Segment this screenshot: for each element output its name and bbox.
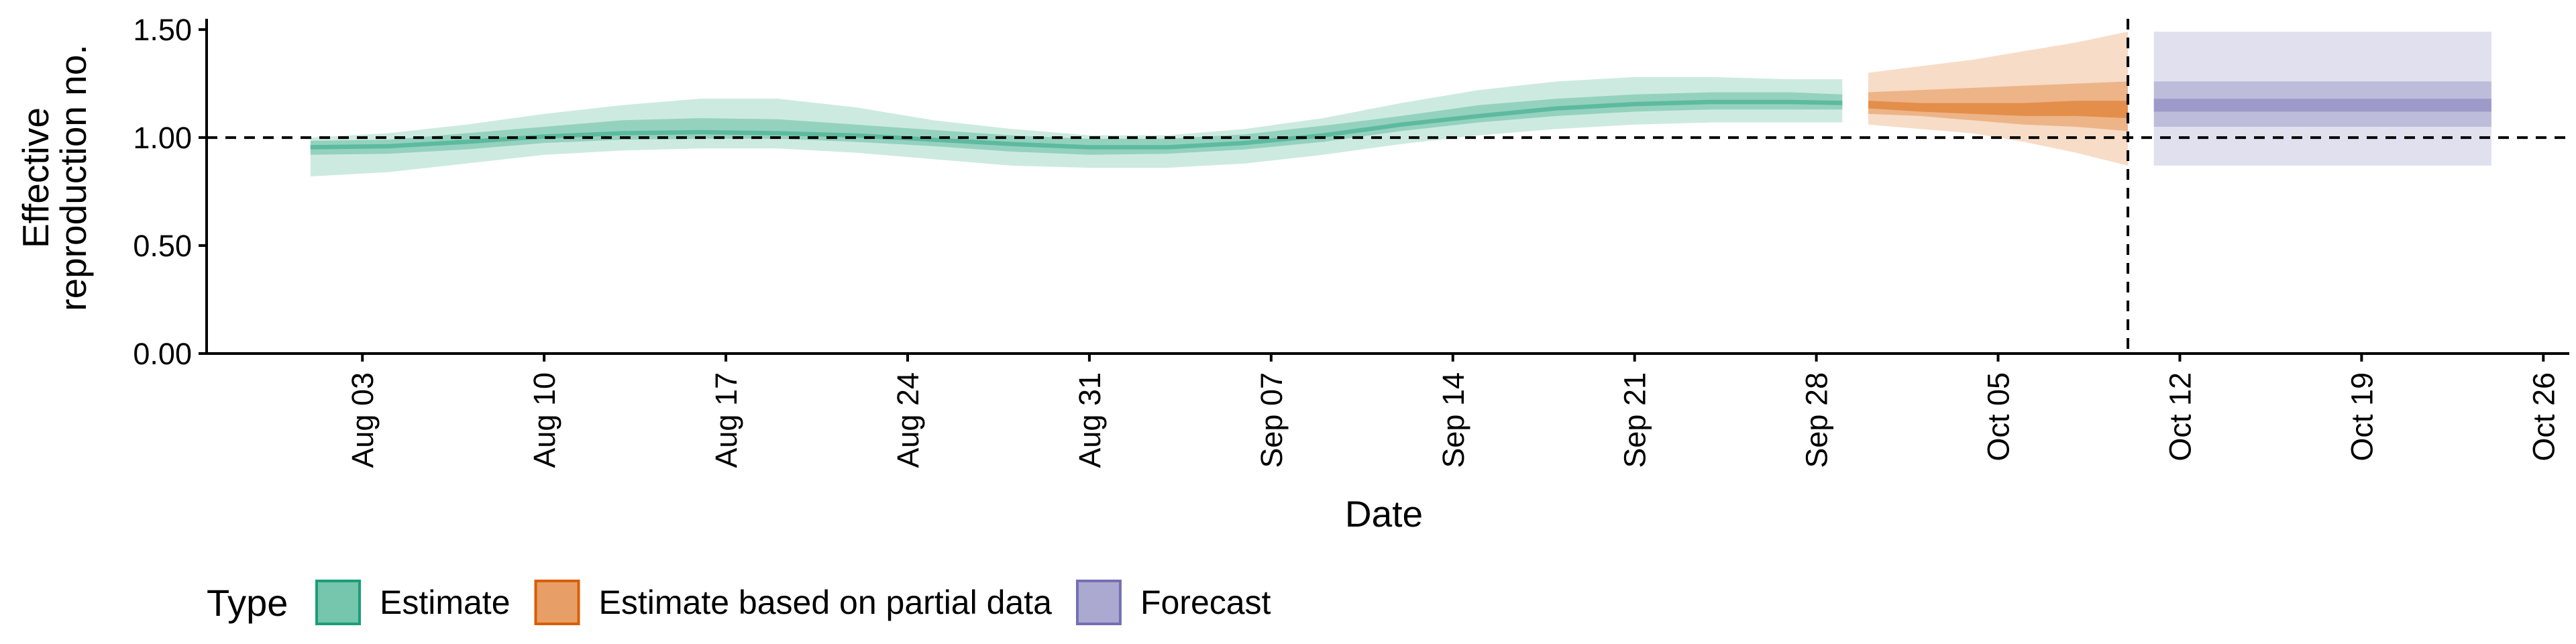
x-axis-title: Date (1345, 493, 1423, 535)
x-tick-label: Aug 17 (709, 372, 743, 468)
y-axis-title-line-1: Effective (15, 107, 56, 248)
band-estimate-based-on-partial-data-20 (1868, 101, 2128, 119)
band-estimate-90 (310, 76, 1843, 177)
band-forecast-90 (2153, 32, 2491, 166)
legend-key (1075, 580, 1122, 625)
legend-item-estimate: Estimate (315, 580, 511, 625)
y-tick-label: 1.50 (133, 13, 192, 47)
legend: Type Estimate Estimate based on partial d… (207, 580, 1271, 625)
axes (205, 19, 2569, 355)
y-axis-title-line-2: reproduction no. (52, 44, 94, 311)
x-tick-label: Sep 14 (1436, 372, 1470, 468)
x-tick-label: Oct 26 (2526, 372, 2561, 462)
x-tick-label: Aug 31 (1073, 372, 1107, 468)
x-tick-label: Aug 10 (527, 372, 561, 468)
band-forecast-50 (2153, 81, 2491, 127)
x-tick-label: Aug 24 (891, 372, 925, 468)
band-estimate-20 (310, 99, 1843, 150)
x-tick-label: Sep 07 (1254, 372, 1289, 468)
x-tick-label: Sep 28 (1800, 372, 1834, 468)
legend-label: Estimate (380, 584, 511, 621)
legend-label: Forecast (1140, 584, 1271, 621)
x-tick-label: Oct 19 (2345, 372, 2379, 462)
legend-key (534, 580, 580, 625)
band-estimate-50 (310, 92, 1843, 155)
interval-bands (310, 32, 2491, 177)
y-axis-title: Effective reproduction no. (15, 44, 94, 311)
y-tick-label: 0.50 (133, 229, 192, 263)
band-estimate-based-on-partial-data-90 (1868, 32, 2128, 166)
y-tick-label: 1.00 (133, 121, 192, 155)
x-tick-label: Oct 05 (1982, 372, 2016, 462)
series-estimate (310, 76, 1843, 177)
y-axis-ticks: 0.00 0.50 1.00 1.50 (133, 13, 207, 371)
legend-item-estimate-based-on-partial-data: Estimate based on partial data (534, 580, 1053, 625)
x-tick-label: Oct 12 (2163, 372, 2198, 462)
y-tick-label: 0.00 (133, 337, 192, 371)
x-tick-label: Sep 21 (1618, 372, 1652, 468)
legend-title: Type (207, 582, 288, 624)
band-forecast-20 (2153, 99, 2491, 112)
x-tick-label: Aug 03 (345, 372, 380, 468)
legend-item-forecast: Forecast (1075, 580, 1271, 625)
x-axis-ticks: Aug 03 Aug 10 Aug 17 Aug 24 Aug 31 Sep 07 Sep … (345, 354, 2561, 468)
legend-label: Estimate based on partial data (599, 584, 1053, 621)
band-estimate-based-on-partial-data-50 (1868, 81, 2128, 131)
series-estimate-based-on-partial-data (1868, 32, 2128, 166)
legend-key (315, 580, 361, 625)
series-forecast (2153, 32, 2491, 166)
